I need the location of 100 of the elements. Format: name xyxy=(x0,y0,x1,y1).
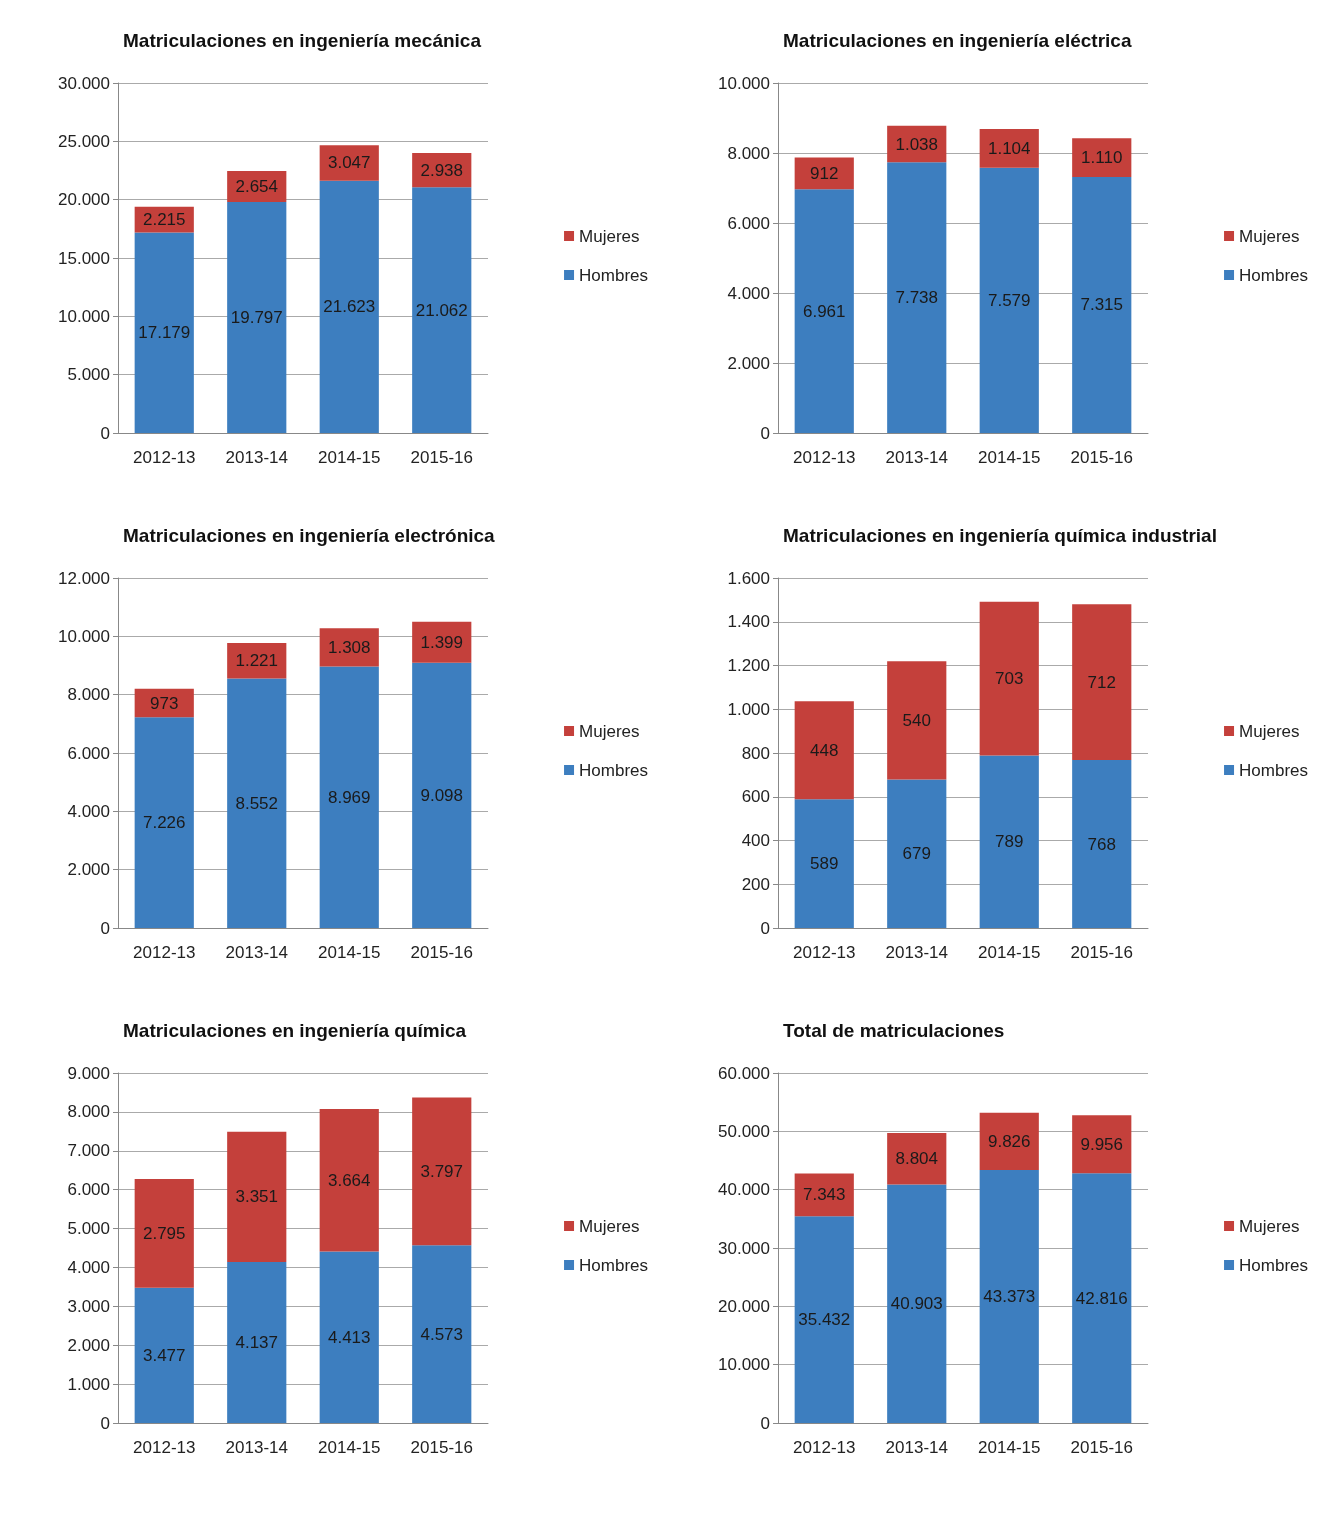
bar xyxy=(412,662,472,928)
bar xyxy=(319,180,379,433)
data-label: 3.047 xyxy=(327,153,371,173)
data-label: 2.215 xyxy=(142,210,186,230)
bar xyxy=(1072,176,1132,433)
bar xyxy=(134,1179,194,1288)
legend-label: Hombres xyxy=(1239,760,1309,780)
x-tick-label: 2012-13 xyxy=(793,1438,856,1457)
bar xyxy=(1072,138,1132,177)
x-tick-label: 2013-14 xyxy=(225,943,288,962)
y-tick-label: 1.600 xyxy=(727,568,770,588)
data-label: 789 xyxy=(995,832,1024,852)
data-label: 19.797 xyxy=(230,308,283,328)
chart-title: Matriculaciones en ingeniería mecánica xyxy=(123,30,482,51)
data-label: 21.623 xyxy=(323,297,376,317)
y-tick-label: 5.000 xyxy=(67,1219,110,1239)
legend-label: Hombres xyxy=(579,760,649,780)
y-tick-label: 0 xyxy=(100,918,110,938)
data-label: 973 xyxy=(150,693,179,713)
x-tick-label: 2015-16 xyxy=(1070,448,1133,467)
x-tick-label: 2012-13 xyxy=(133,448,196,467)
y-tick-label: 40.000 xyxy=(718,1180,770,1200)
data-label: 6.961 xyxy=(802,301,846,321)
y-tick-label: 8.000 xyxy=(67,1102,110,1122)
legend-label: Mujeres xyxy=(1239,226,1300,246)
y-tick-label: 10.000 xyxy=(718,73,770,93)
legend-label: Mujeres xyxy=(579,721,640,741)
legend-label: Hombres xyxy=(1239,265,1309,285)
y-tick-label: 7.000 xyxy=(67,1141,110,1161)
bar xyxy=(412,1097,472,1246)
data-label: 7.226 xyxy=(142,813,186,833)
data-label: 9.956 xyxy=(1080,1134,1124,1154)
y-tick-label: 20.000 xyxy=(58,190,110,210)
y-tick-label: 20.000 xyxy=(718,1296,770,1316)
data-label: 21.062 xyxy=(415,300,468,320)
y-tick-label: 400 xyxy=(741,831,770,850)
y-tick-label: 1.000 xyxy=(67,1374,110,1394)
y-tick-label: 600 xyxy=(741,787,770,807)
data-label: 1.308 xyxy=(327,637,371,657)
y-tick-label: 10.000 xyxy=(718,1355,770,1375)
bar xyxy=(979,167,1039,433)
x-tick-label: 2012-13 xyxy=(133,1438,196,1457)
data-label: 2.795 xyxy=(142,1223,186,1243)
y-tick-label: 0 xyxy=(100,1413,110,1433)
data-label: 8.552 xyxy=(235,793,279,813)
y-tick-label: 4.000 xyxy=(727,283,770,303)
bar xyxy=(319,1108,379,1252)
x-tick-label: 2014-15 xyxy=(978,943,1041,962)
y-tick-label: 6.000 xyxy=(727,213,770,233)
y-tick-label: 4.000 xyxy=(67,1257,110,1277)
y-tick-label: 6.000 xyxy=(67,1180,110,1200)
bar xyxy=(1072,604,1132,760)
y-tick-label: 50.000 xyxy=(718,1121,770,1141)
data-label: 8.969 xyxy=(327,787,371,807)
chart-title: Total de matriculaciones xyxy=(783,1020,1005,1041)
data-label: 9.098 xyxy=(420,785,464,805)
y-tick-label: 2.000 xyxy=(727,353,770,373)
chart-title: Matriculaciones en ingeniería química industrial xyxy=(783,525,1217,546)
y-tick-label: 200 xyxy=(741,874,770,894)
bar xyxy=(979,755,1039,928)
y-tick-label: 8.000 xyxy=(727,143,770,163)
y-tick-label: 5.000 xyxy=(67,365,110,385)
data-label: 4.413 xyxy=(327,1327,371,1347)
y-tick-label: 60.000 xyxy=(718,1063,770,1083)
data-label: 9.826 xyxy=(987,1131,1031,1151)
x-tick-label: 2015-16 xyxy=(410,1438,473,1457)
x-tick-label: 2014-15 xyxy=(318,448,381,467)
y-tick-label: 8.000 xyxy=(67,685,110,705)
chart-title: Matriculaciones en ingeniería química xyxy=(123,1020,467,1041)
x-tick-label: 2013-14 xyxy=(885,943,948,962)
y-tick-label: 30.000 xyxy=(58,73,110,93)
bar xyxy=(134,1287,194,1423)
data-label: 43.373 xyxy=(983,1287,1036,1306)
y-tick-label: 10.000 xyxy=(58,306,110,326)
bar xyxy=(979,1112,1039,1170)
data-label: 2.938 xyxy=(420,160,464,180)
bar xyxy=(412,187,472,433)
bar xyxy=(227,1262,287,1423)
bar xyxy=(1072,1115,1132,1174)
legend-label: Mujeres xyxy=(1239,1216,1300,1236)
data-label: 7.579 xyxy=(987,290,1031,310)
y-tick-label: 25.000 xyxy=(58,131,110,151)
data-label: 42.816 xyxy=(1075,1288,1128,1308)
x-tick-label: 2012-13 xyxy=(133,943,196,962)
data-label: 4.137 xyxy=(235,1333,279,1353)
y-tick-label: 9.000 xyxy=(67,1063,110,1083)
y-tick-label: 6.000 xyxy=(67,743,110,763)
data-label: 3.664 xyxy=(327,1170,371,1190)
y-tick-label: 0 xyxy=(100,423,110,443)
bar xyxy=(794,189,854,433)
y-tick-label: 12.000 xyxy=(58,568,110,588)
data-label: 2.654 xyxy=(235,177,279,197)
x-tick-label: 2015-16 xyxy=(410,943,473,962)
data-label: 448 xyxy=(810,740,839,760)
data-label: 768 xyxy=(1087,834,1116,854)
bar xyxy=(134,232,194,433)
x-tick-label: 2014-15 xyxy=(978,1438,1041,1457)
bar xyxy=(794,799,854,928)
bar xyxy=(794,1216,854,1423)
data-label: 3.351 xyxy=(235,1187,279,1207)
